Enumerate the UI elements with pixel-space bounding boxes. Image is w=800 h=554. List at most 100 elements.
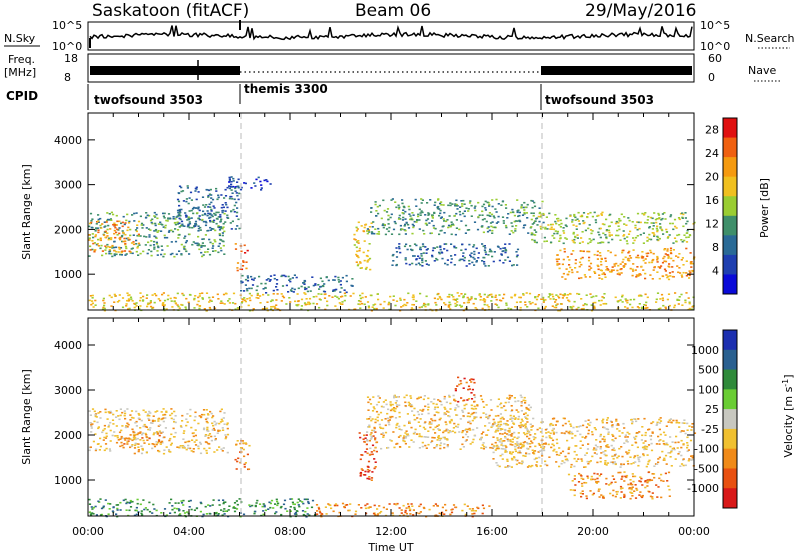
data-cell [529,406,532,409]
data-cell [343,506,346,508]
data-cell [197,300,200,303]
data-cell [352,292,355,295]
data-cell [255,178,258,181]
data-cell [612,447,615,449]
y-tick-label: 4000 [54,339,82,352]
data-cell [481,218,484,221]
data-cell [544,460,547,463]
data-cell [226,423,229,426]
data-cell [468,415,472,418]
data-cell [149,229,152,231]
data-cell [128,250,131,253]
data-cell [231,192,234,194]
data-cell [684,301,687,304]
data-cell [664,307,668,310]
data-cell [192,450,195,453]
data-cell [208,447,211,449]
data-cell [148,443,151,445]
data-cell [155,241,158,244]
data-cell [381,224,384,227]
data-cell [523,441,527,443]
data-cell [172,216,175,218]
data-cell [94,433,97,435]
data-cell [363,434,366,437]
data-cell [548,436,551,439]
data-cell [590,475,593,478]
data-cell [236,211,239,214]
data-cell [582,307,585,310]
data-cell [647,460,650,463]
data-cell [326,304,329,307]
data-cell [366,228,369,230]
data-cell [479,295,482,298]
data-cell [237,185,240,188]
data-cell [481,444,484,446]
data-cell [226,214,229,217]
data-cell [230,176,233,178]
data-cell [585,495,588,497]
data-cell [208,238,211,241]
data-cell [463,404,466,407]
data-cell [103,307,106,310]
data-cell [306,507,309,509]
data-cell [502,418,505,420]
data-cell [486,304,489,306]
data-cell [476,404,479,407]
data-cell [486,214,489,217]
data-cell [592,301,595,304]
data-cell [274,512,277,515]
data-cell [221,211,224,214]
data-cell [439,437,443,440]
data-cell [134,433,137,436]
data-cell [126,501,129,504]
data-cell [644,480,647,483]
data-cell [640,255,643,258]
data-cell [97,221,100,223]
y-tick-label: 2000 [54,223,82,236]
data-cell [192,435,195,438]
data-cell [320,514,323,517]
data-cell [657,212,660,215]
data-cell [426,202,429,204]
data-cell [690,459,693,461]
data-cell [206,214,209,217]
data-cell [430,422,433,424]
data-cell [656,229,659,231]
data-cell [517,411,520,413]
data-cell [615,220,618,223]
data-cell [353,244,356,246]
data-cell [543,449,546,452]
data-cell [411,296,414,298]
data-cell [294,300,297,303]
data-cell [376,419,379,422]
data-cell [389,439,392,441]
data-cell [677,271,680,274]
data-cell [391,403,394,406]
data-cell [511,451,514,453]
data-cell [137,449,140,451]
data-cell [470,407,473,410]
data-cell [598,299,601,302]
data-cell [621,261,624,263]
data-cell [600,263,603,266]
data-cell [95,514,98,516]
data-cell [466,431,469,433]
data-cell [401,202,404,205]
data-cell [521,444,524,446]
data-cell [129,506,133,508]
data-cell [187,202,190,205]
data-cell [528,409,531,411]
data-cell [135,212,138,214]
data-cell [591,455,594,458]
data-cell [137,446,140,448]
data-cell [92,236,95,239]
data-cell [453,422,456,425]
data-cell [519,447,523,449]
data-cell [455,506,458,509]
data-cell [449,431,452,433]
data-cell [606,462,610,464]
data-cell [674,292,677,294]
data-cell [163,449,166,451]
data-cell [593,472,596,475]
data-cell [216,198,219,201]
